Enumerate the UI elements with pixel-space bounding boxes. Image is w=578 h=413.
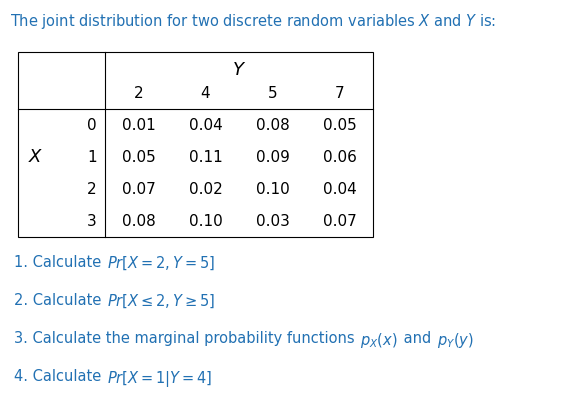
Text: 0: 0: [87, 118, 97, 133]
Text: 0.03: 0.03: [255, 214, 290, 228]
Text: 0.05: 0.05: [323, 118, 357, 133]
Text: 5: 5: [268, 86, 277, 102]
Text: $p_Y(y)$: $p_Y(y)$: [436, 331, 473, 350]
Text: 7: 7: [335, 86, 344, 102]
Text: 0.07: 0.07: [121, 181, 155, 197]
Text: 2. Calculate: 2. Calculate: [14, 293, 106, 308]
Text: $Y$: $Y$: [232, 61, 246, 79]
Bar: [18, 52, 373, 237]
Text: 2: 2: [87, 181, 97, 197]
Text: 2: 2: [134, 86, 143, 102]
Text: 0.04: 0.04: [323, 181, 357, 197]
Text: 0.09: 0.09: [255, 150, 290, 164]
Text: 4: 4: [201, 86, 210, 102]
Text: $Pr[X = 1|Y = 4]$: $Pr[X = 1|Y = 4]$: [107, 369, 212, 389]
Text: $Pr[X \leq 2, Y \geq 5]$: $Pr[X \leq 2, Y \geq 5]$: [107, 293, 215, 311]
Text: 0.02: 0.02: [188, 181, 223, 197]
Text: $Pr[X = 2, Y = 5]$: $Pr[X = 2, Y = 5]$: [107, 255, 215, 273]
Text: 0.10: 0.10: [255, 181, 290, 197]
Text: 0.06: 0.06: [323, 150, 357, 164]
Text: 1: 1: [87, 150, 97, 164]
Text: 0.08: 0.08: [121, 214, 155, 228]
Text: 3: 3: [87, 214, 97, 228]
Text: 0.05: 0.05: [121, 150, 155, 164]
Text: $p_X(x)$: $p_X(x)$: [360, 331, 398, 350]
Text: 0.11: 0.11: [188, 150, 223, 164]
Text: The joint distribution for two discrete random variables $X$ and $Y$ is:: The joint distribution for two discrete …: [10, 12, 496, 31]
Text: and: and: [399, 331, 436, 346]
Text: 1. Calculate: 1. Calculate: [14, 255, 106, 270]
Text: 4. Calculate: 4. Calculate: [14, 369, 106, 384]
Text: 0.01: 0.01: [121, 118, 155, 133]
Text: 0.04: 0.04: [188, 118, 223, 133]
Text: 0.08: 0.08: [255, 118, 290, 133]
Text: 3. Calculate the marginal probability functions: 3. Calculate the marginal probability fu…: [14, 331, 360, 346]
Text: $X$: $X$: [28, 148, 43, 166]
Text: 0.10: 0.10: [188, 214, 223, 228]
Text: 0.07: 0.07: [323, 214, 357, 228]
